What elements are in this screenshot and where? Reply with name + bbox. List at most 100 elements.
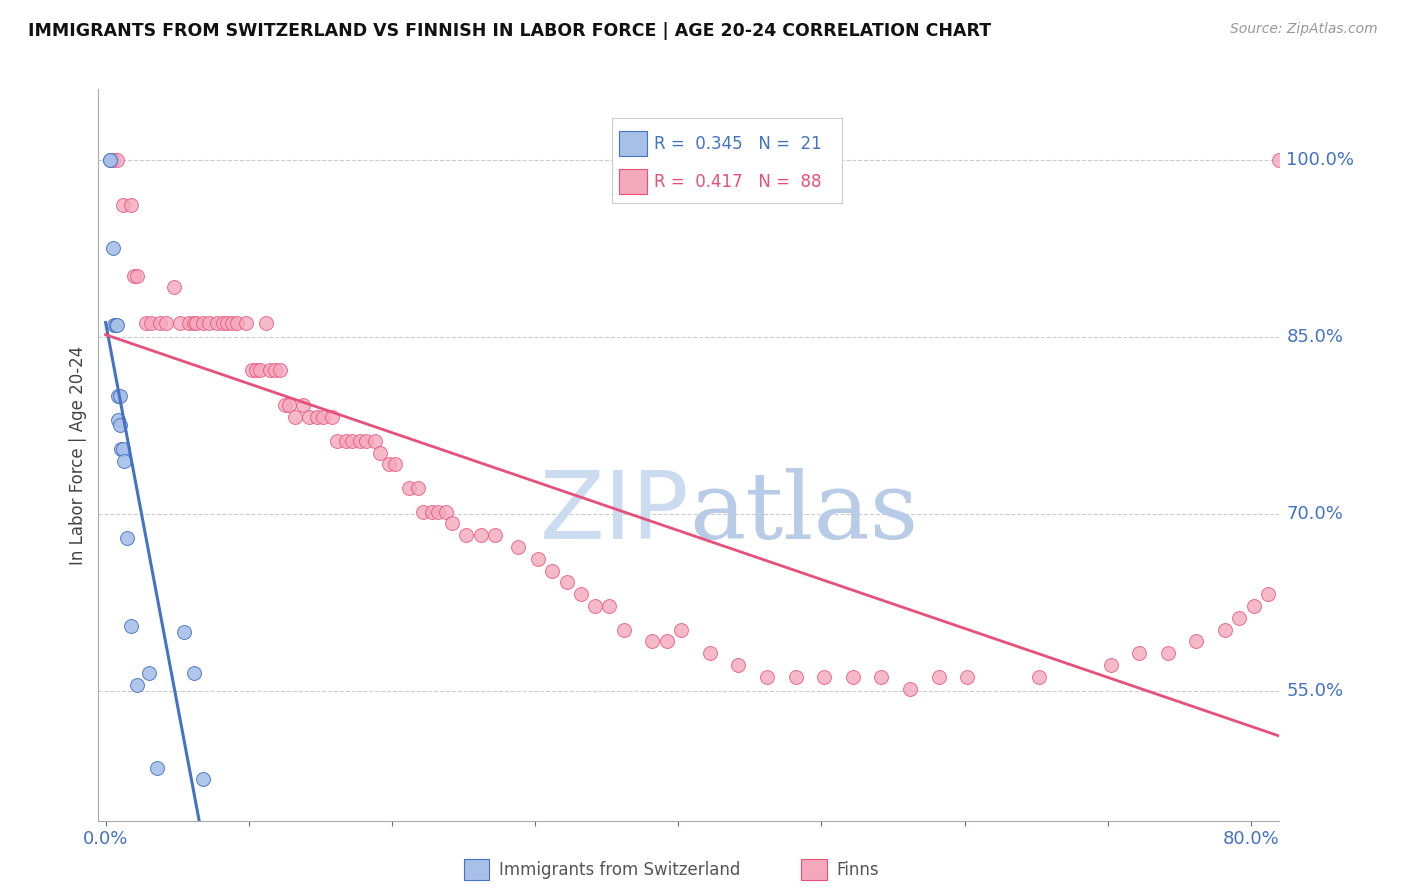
Point [112,454,135,468]
Point [541,564,564,578]
Point [699,646,721,660]
Point [312,410,335,425]
Point [378,458,401,472]
Point [1213,623,1236,637]
Point [842,670,865,684]
Point [120,198,142,212]
Point [101,242,124,256]
Point [1227,611,1250,625]
Point [340,434,363,448]
Point [125,678,148,692]
Point [217,316,239,330]
Point [292,398,315,412]
Text: Immigrants from Switzerland: Immigrants from Switzerland [499,861,741,879]
Point [191,772,214,787]
Point [326,434,349,448]
Text: Source: ZipAtlas.com: Source: ZipAtlas.com [1230,22,1378,37]
Point [240,363,263,377]
Text: atlas: atlas [689,468,918,558]
Point [298,410,321,425]
Point [956,670,979,684]
Point [183,666,205,681]
Y-axis label: In Labor Force | Age 20-24: In Labor Force | Age 20-24 [69,345,87,565]
Point [169,316,191,330]
Text: R =  0.417   N =  88: R = 0.417 N = 88 [654,172,821,191]
Point [184,316,207,330]
Point [669,623,692,637]
Point [235,316,257,330]
Point [273,398,295,412]
Text: Finns: Finns [837,861,879,879]
Point [163,280,186,294]
Text: 55.0%: 55.0% [1286,681,1344,700]
Point [105,153,128,167]
Point [384,458,406,472]
Text: 70.0%: 70.0% [1286,505,1343,523]
Point [398,481,420,495]
Point [870,670,893,684]
Point [370,445,392,459]
Point [191,316,214,330]
Text: 100.0%: 100.0% [1286,151,1354,169]
Point [470,528,492,542]
Point [583,599,606,613]
Point [1268,153,1291,167]
Point [349,434,371,448]
Point [135,316,157,330]
Point [107,389,129,403]
Point [406,481,429,495]
Text: R =  0.345   N =  21: R = 0.345 N = 21 [654,135,821,153]
Point [108,418,131,433]
Point [1028,670,1050,684]
Point [207,316,229,330]
Point [785,670,807,684]
Text: ZIP: ZIP [540,467,689,559]
Point [101,153,124,167]
Point [527,551,550,566]
Point [1257,587,1279,601]
Point [104,318,127,333]
Point [108,389,131,403]
Point [412,504,434,518]
Text: IMMIGRANTS FROM SWITZERLAND VS FINNISH IN LABOR FORCE | AGE 20-24 CORRELATION CH: IMMIGRANTS FROM SWITZERLAND VS FINNISH I… [28,22,991,40]
Point [928,670,950,684]
Point [426,504,449,518]
Point [263,363,285,377]
Point [254,316,277,330]
Point [155,316,177,330]
Point [146,760,169,774]
Point [1157,646,1180,660]
Point [141,316,163,330]
Point [727,657,749,672]
Point [364,434,387,448]
Point [321,410,343,425]
Point [506,540,529,554]
Point [110,442,132,456]
Point [177,316,200,330]
Point [107,412,129,426]
Point [434,504,457,518]
Text: 85.0%: 85.0% [1286,328,1344,346]
Point [420,504,443,518]
Point [440,516,463,531]
Point [755,670,778,684]
Point [125,268,148,283]
Point [569,587,592,601]
Point [183,316,205,330]
Point [307,410,329,425]
Point [111,198,134,212]
Point [173,624,195,639]
Point [138,666,160,681]
Point [283,410,305,425]
Point [103,318,125,333]
Point [277,398,299,412]
Point [655,634,678,648]
Point [111,442,134,456]
Point [269,363,291,377]
Point [1185,634,1208,648]
Point [245,363,267,377]
Point [613,623,636,637]
Point [212,316,235,330]
Point [197,316,219,330]
Point [1128,646,1150,660]
